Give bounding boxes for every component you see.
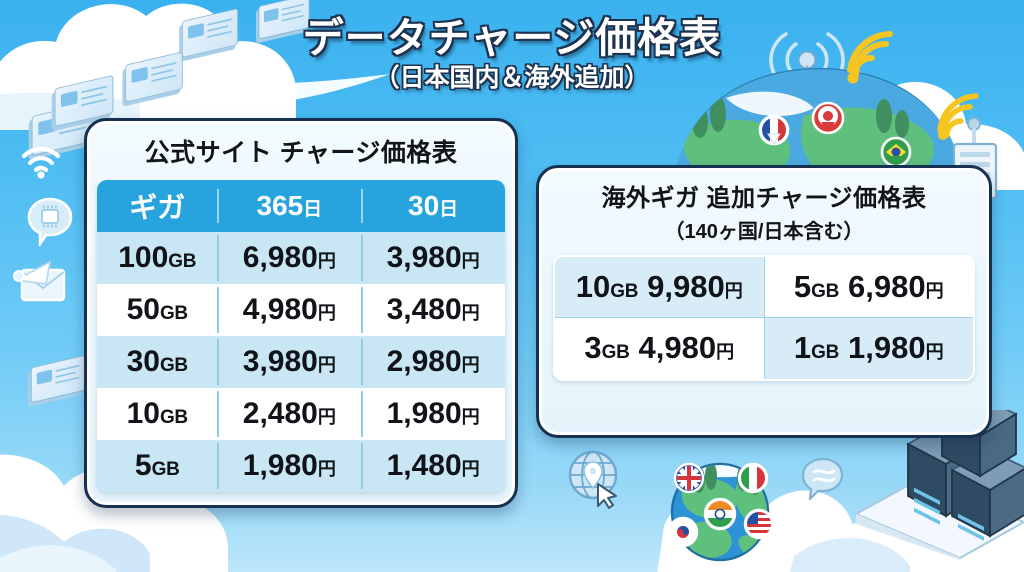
cell-price-30: 1,980円 [361, 387, 505, 440]
cell-price-365: 2,480円 [217, 387, 362, 440]
right-panel-subtitle: （140ヶ国/日本含む） [664, 220, 864, 243]
cell-price-30: 1,480円 [361, 439, 505, 492]
cell-price-365: 3,980円 [217, 335, 362, 388]
flag-pin-icon [743, 508, 775, 540]
cell-overseas-5gb: 5GB 6,980円 [763, 256, 973, 319]
flag-pin-icon [880, 136, 912, 168]
wifi-icon [940, 438, 992, 486]
table-row: 30GB 3,980円 2,980円 [97, 335, 505, 388]
cell-giga: 10GB [97, 387, 218, 440]
wifi-icon [932, 88, 988, 140]
cell-overseas-3gb: 3GB 4,980円 [555, 317, 765, 379]
title-block: データチャージ価格表 （日本国内＆海外追加） [0, 15, 1024, 93]
right-panel-title: 海外ギガ 追加チャージ価格表 [601, 185, 927, 212]
column-header-giga: ギガ [97, 179, 218, 232]
cell-giga: 50GB [97, 283, 218, 336]
cell-giga: 100GB [97, 231, 218, 284]
left-panel-title: 公式サイト チャージ価格表 [144, 139, 458, 167]
flag-pin-icon [673, 462, 705, 494]
column-header-30days: 30日 [361, 179, 505, 232]
chat-bubble-icon [26, 196, 74, 251]
overseas-price-table: 10GB 9,980円 5GB 6,980円 3GB 4,980円 1GB 1,980円 [553, 254, 975, 381]
cell-giga: 5GB [97, 439, 218, 492]
table-row: 50GB 4,980円 3,480円 [97, 283, 505, 336]
earth-globe-icon [655, 452, 785, 572]
table-row: 3GB 4,980円 1GB 1,980円 [555, 317, 973, 379]
table-header-row: ギガ 365日 30日 [97, 179, 505, 232]
page-title: データチャージ価格表 [302, 15, 722, 61]
flag-pin-icon [758, 114, 790, 146]
table-row: 10GB 9,980円 5GB 6,980円 [555, 256, 973, 319]
page-subtitle: （日本国内＆海外追加） [374, 64, 650, 93]
cell-overseas-10gb: 10GB 9,980円 [555, 256, 765, 319]
cell-price-30: 2,980円 [361, 335, 505, 388]
flag-pin-icon [737, 462, 769, 494]
cursor-icon [597, 483, 617, 509]
flag-pin-icon [703, 497, 737, 531]
column-header-365days: 365日 [217, 179, 362, 232]
table-row: 100GB 6,980円 3,980円 [97, 231, 505, 284]
cell-price-365: 6,980円 [217, 231, 362, 284]
envelope-icon [12, 258, 70, 309]
cell-price-365: 1,980円 [217, 439, 362, 492]
official-price-table: ギガ 365日 30日 100GB 6,980円 3,980円 50GB 4,9… [97, 179, 505, 492]
flag-pin-icon [811, 101, 845, 135]
globe-grid-icon [564, 448, 626, 515]
cell-price-30: 3,480円 [361, 283, 505, 336]
table-row: 5GB 1,980円 1,480円 [97, 439, 505, 492]
official-site-price-panel: 公式サイト チャージ価格表 ギガ 365日 30日 100GB 6,980円 3… [84, 118, 518, 508]
iso-card-icon [30, 354, 86, 404]
cloud-shape [657, 490, 1024, 572]
flag-pin-icon [667, 516, 699, 548]
cell-price-30: 3,980円 [361, 231, 505, 284]
overseas-price-panel: 海外ギガ 追加チャージ価格表 （140ヶ国/日本含む） 10GB 9,980円 5… [536, 165, 992, 438]
table-row: 10GB 2,480円 1,980円 [97, 387, 505, 440]
wifi-icon [18, 142, 64, 180]
cell-price-365: 4,980円 [217, 283, 362, 336]
cell-giga: 30GB [97, 335, 218, 388]
cell-overseas-1gb: 1GB 1,980円 [763, 317, 973, 379]
chat-bubble-icon [800, 456, 846, 505]
